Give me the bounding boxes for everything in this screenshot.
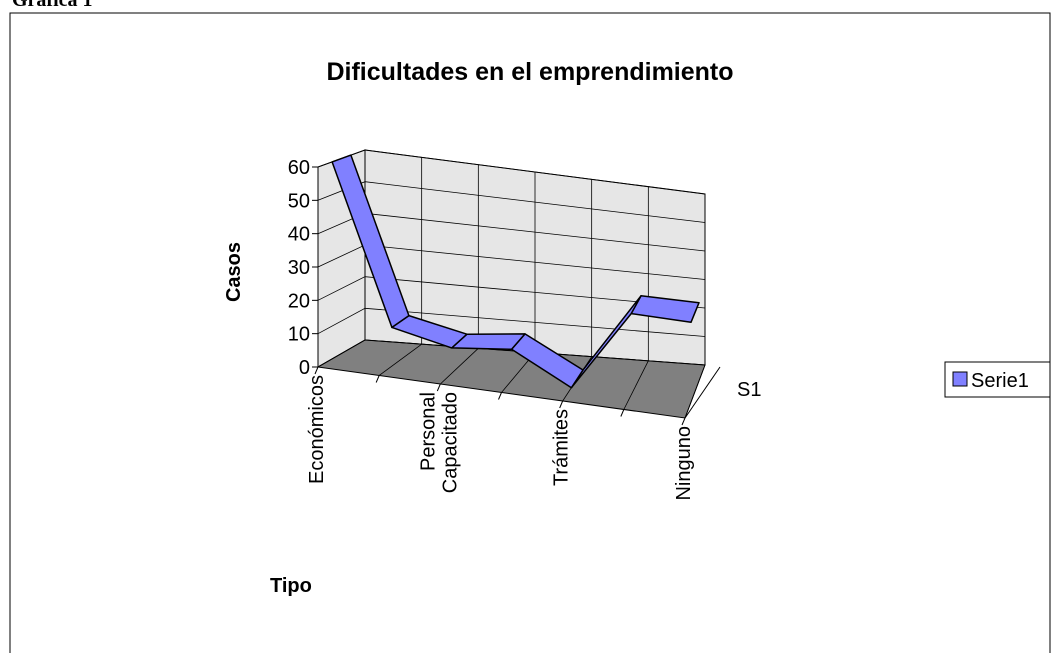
y-tick-label: 20 bbox=[288, 290, 310, 312]
z-tick-label: S1 bbox=[737, 379, 761, 401]
y-tick-label: 40 bbox=[288, 224, 310, 246]
x-tick bbox=[559, 400, 564, 409]
floor-line bbox=[440, 348, 479, 385]
y-tick-label: 10 bbox=[288, 324, 310, 346]
y-tick-label: 50 bbox=[288, 190, 310, 212]
x-tick-label: PersonalCapacitado bbox=[417, 392, 461, 493]
floor-line bbox=[623, 360, 649, 410]
floor-line bbox=[684, 364, 706, 419]
legend: Serie1 bbox=[944, 361, 1051, 398]
x-tick bbox=[681, 417, 686, 426]
x-tick bbox=[436, 383, 441, 392]
x-tick bbox=[498, 392, 502, 400]
floor-line bbox=[378, 343, 422, 376]
x-tick-label: Económicos bbox=[306, 375, 328, 484]
caption: Gráfica 1 bbox=[12, 0, 93, 11]
chart-frame bbox=[9, 12, 1051, 653]
y-tick-label: 0 bbox=[299, 357, 310, 379]
x-tick-label: Ninguno bbox=[673, 426, 695, 501]
y-tick-label: 30 bbox=[288, 257, 310, 279]
chart-title: Dificultades en el emprendimiento bbox=[326, 58, 733, 86]
y-tick-label: 60 bbox=[288, 157, 310, 179]
x-tick bbox=[620, 409, 625, 417]
legend-swatch bbox=[952, 371, 968, 387]
y-axis-label: Casos bbox=[223, 242, 245, 302]
z-axis bbox=[684, 366, 721, 419]
x-tick-label: Trámites bbox=[551, 409, 573, 486]
x-axis-label: Tipo bbox=[270, 575, 312, 597]
x-tick bbox=[314, 366, 319, 375]
legend-label: Serie1 bbox=[971, 370, 1029, 392]
floor-line bbox=[317, 339, 366, 368]
x-tick bbox=[375, 375, 380, 383]
ribbon-segment bbox=[331, 154, 410, 329]
